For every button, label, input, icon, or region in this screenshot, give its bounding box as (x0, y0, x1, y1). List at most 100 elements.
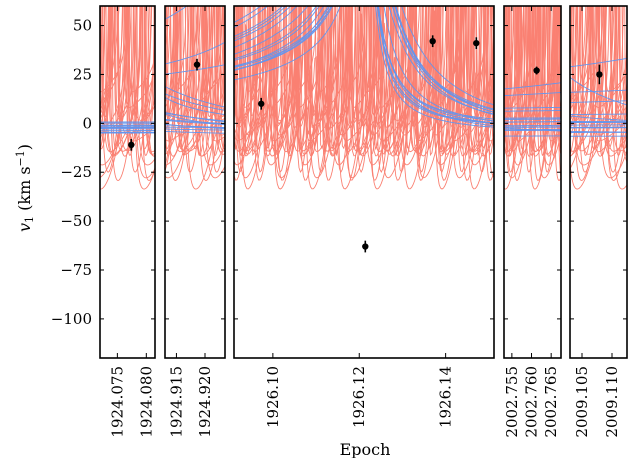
blue-sample-curve (234, 6, 494, 124)
panel: 2009.105 2009.110 (569, 5, 628, 438)
blue-sample-curve (234, 6, 494, 115)
blue-sample-curve (234, 6, 494, 116)
x-tick-label: 1926.12 (350, 366, 368, 428)
blue-sample-curve (234, 6, 494, 111)
red-sample-curve (165, 6, 225, 150)
x-tick-label: 1924.080 (137, 366, 155, 438)
data-point (193, 61, 201, 68)
red-sample-curve (504, 6, 561, 125)
blue-sample-curve (234, 6, 494, 128)
red-sample-curve (165, 6, 225, 121)
blue-sample-curve (234, 6, 494, 124)
red-sample-curve (100, 6, 155, 150)
red-sample-curve (234, 6, 494, 153)
red-sample-curve (165, 6, 225, 152)
blue-sample-curve (570, 76, 627, 106)
red-sample-curve (504, 6, 561, 142)
red-sample-curve (165, 6, 225, 166)
x-tick-label: 1924.920 (196, 366, 214, 438)
y-axis: 50 25 0 −25 −50 −75 −100 (51, 17, 92, 328)
red-sample-curve (570, 6, 627, 121)
red-sample-curve (165, 6, 225, 152)
data-point (258, 100, 265, 107)
y-axis-label-unit-close: ) (15, 144, 34, 150)
red-sample-curve (570, 6, 627, 190)
red-sample-curve (236, 6, 494, 179)
red-sample-curve (570, 6, 627, 142)
blue-sample-curve (234, 6, 494, 120)
red-sample-curve (570, 6, 627, 179)
red-sample-curve (234, 6, 494, 166)
data-point (429, 38, 436, 45)
red-sample-curve (504, 6, 561, 150)
y-axis-label-symbol: v (15, 223, 34, 232)
blue-sample-curve (234, 6, 494, 106)
blue-sample-curve (165, 64, 225, 75)
y-tick-label: −25 (60, 163, 92, 181)
x-tick-label: 2009.110 (603, 366, 621, 438)
y-axis-label-subscript: 1 (23, 216, 36, 223)
red-sample-curve (504, 6, 561, 190)
red-sample-curve (234, 6, 494, 157)
blue-sample-curve (234, 6, 494, 113)
y-axis-label-unit: (km s (15, 166, 34, 216)
data-point (473, 39, 480, 47)
x-tick-label: 2002.765 (542, 366, 560, 438)
red-sample-curve (570, 6, 627, 128)
blue-sample-curve (165, 131, 225, 134)
blue-sample-curve (234, 6, 494, 124)
x-tick-label: 2002.755 (503, 366, 521, 438)
blue-sample-curve (165, 123, 225, 129)
curve-group (100, 6, 155, 190)
blue-sample-curve (165, 86, 225, 108)
red-sample-curve (570, 6, 627, 157)
blue-sample-curve (165, 41, 225, 65)
panel: 2002.755 2002.760 2002.765 (503, 5, 562, 438)
blue-sample-curve (165, 97, 225, 116)
blue-sample-curve (165, 93, 225, 111)
red-sample-curve (166, 6, 225, 181)
blue-sample-curve (234, 6, 494, 122)
red-sample-curve (570, 6, 627, 155)
panel-frame (99, 5, 156, 359)
blue-sample-curve (570, 100, 627, 103)
red-sample-curve (571, 6, 627, 166)
y-axis-label: v1 (km s−1) (14, 144, 36, 232)
blue-sample-curve (234, 6, 494, 110)
y-tick-label: −100 (51, 310, 92, 328)
y-tick-label: 25 (73, 65, 92, 83)
x-tick-label: 1924.915 (167, 366, 185, 438)
red-sample-curve (234, 6, 494, 190)
y-tick-label: −75 (60, 261, 92, 279)
y-axis-label-unit-exponent: −1 (14, 150, 27, 166)
blue-sample-curve (165, 118, 225, 124)
panel-frame (164, 5, 226, 359)
blue-sample-curve (504, 110, 561, 112)
curve-group (504, 6, 561, 190)
x-tick-label: 2009.105 (573, 366, 591, 438)
panel: 1926.10 1926.12 1926.14 (233, 5, 495, 428)
red-sample-curve (504, 6, 561, 153)
red-sample-curve (100, 6, 155, 190)
panel-frame (569, 5, 628, 359)
red-sample-curve (504, 6, 561, 166)
blue-sample-curve (504, 106, 561, 109)
panel-frame (503, 5, 562, 359)
y-tick-label: −50 (60, 212, 92, 230)
blue-sample-curve (570, 89, 627, 93)
data-point (362, 243, 369, 250)
x-axis-label: Epoch (340, 440, 391, 458)
red-sample-curve (570, 6, 627, 125)
blue-sample-curve (165, 111, 225, 123)
blue-sample-curve (165, 128, 225, 131)
panel: 1924.075 1924.080 (99, 5, 156, 438)
red-sample-curve (570, 6, 627, 153)
panel: 1924.915 1924.920 (164, 5, 226, 438)
panel-frame (233, 5, 495, 359)
x-tick-label: 1926.14 (437, 366, 455, 428)
blue-sample-curve (165, 113, 225, 126)
y-tick-label: 50 (73, 17, 92, 35)
x-tick-label: 1924.075 (108, 366, 126, 438)
curve-group (165, 6, 225, 190)
